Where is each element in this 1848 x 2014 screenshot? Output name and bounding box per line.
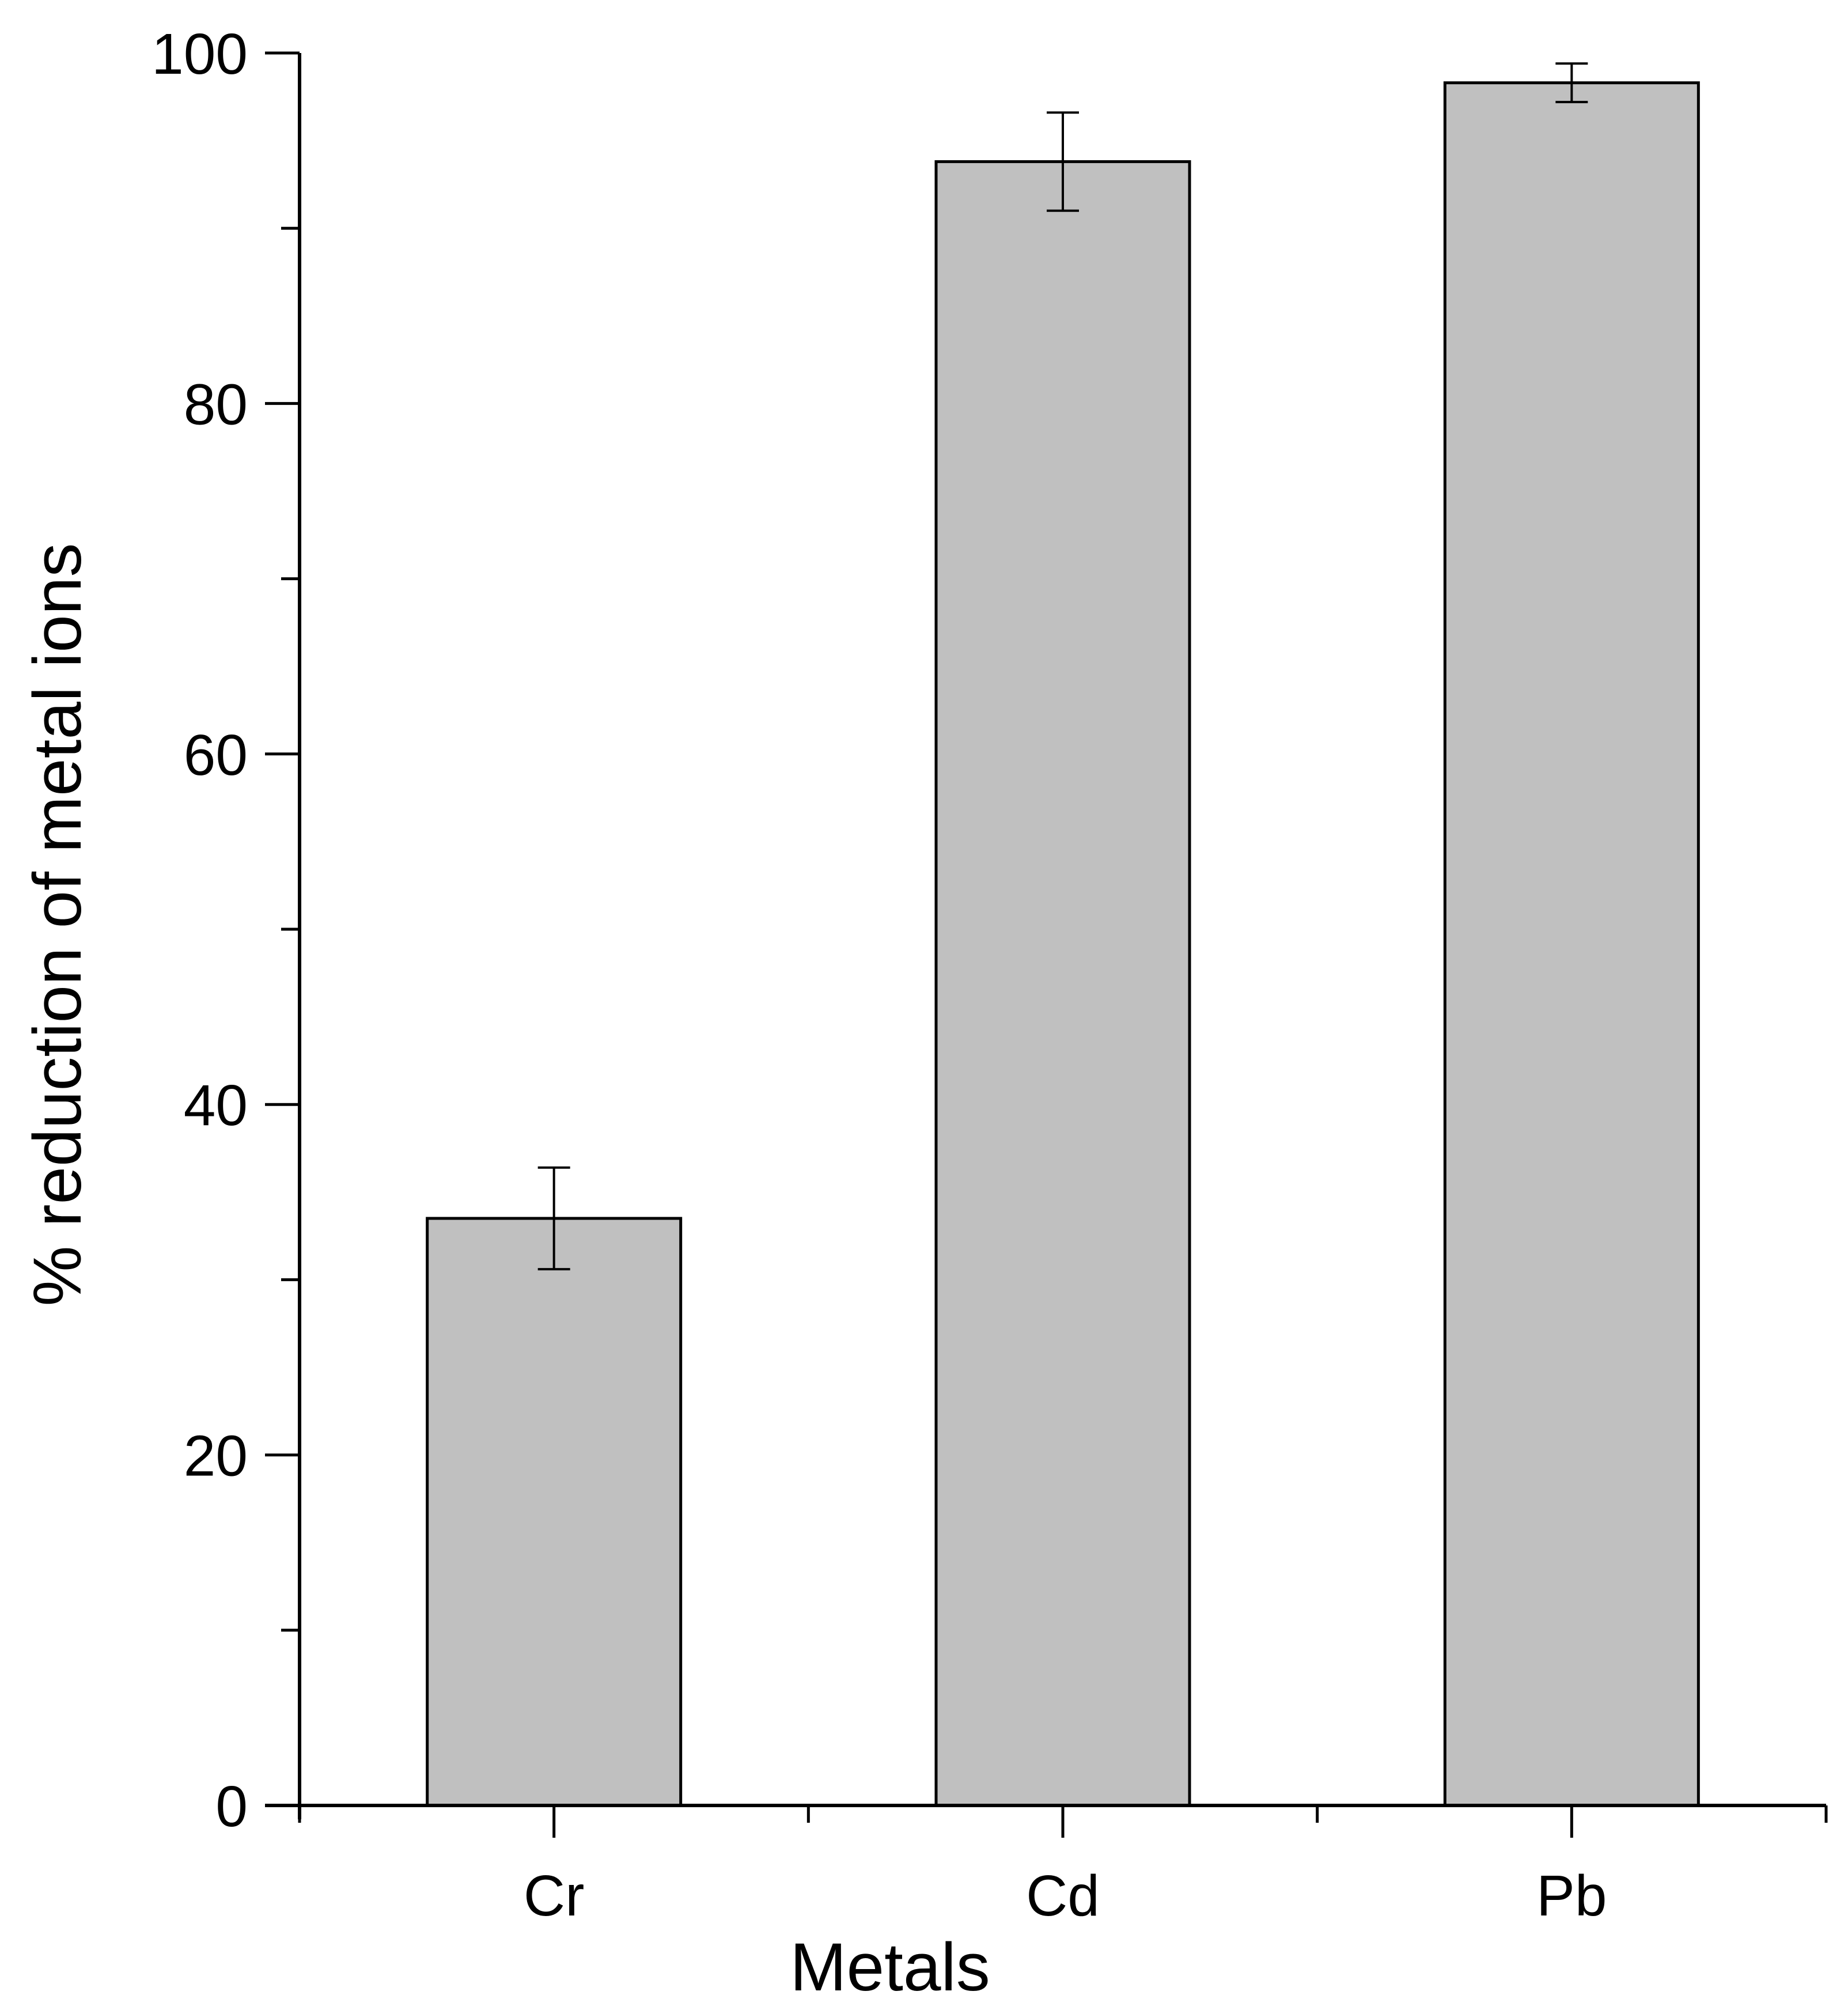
bars-layer [426, 81, 1700, 1807]
y-tick-label: 40 [184, 1073, 248, 1138]
bar-pb [1443, 81, 1700, 1807]
x-tick-label-pb: Pb [1536, 1864, 1607, 1928]
y-tick-label: 100 [152, 22, 248, 86]
axes-layer [265, 51, 1828, 1838]
y-tick-label: 80 [184, 372, 248, 437]
bar-cd [934, 160, 1191, 1807]
y-tick-label: 60 [184, 723, 248, 788]
error-bars-layer [537, 62, 1588, 1271]
x-axis-title: Metals [790, 1929, 990, 2005]
x-tick-label-cd: Cd [1026, 1864, 1100, 1928]
y-tick-label: 0 [215, 1774, 248, 1839]
y-tick-label: 20 [184, 1424, 248, 1489]
y-axis-title: % reduction of metal ions [20, 543, 96, 1307]
x-tick-label-cr: Cr [524, 1864, 585, 1928]
bar-cr [426, 1217, 683, 1807]
labels-layer: Cr Cd Pb 0 20 40 60 80 100 [152, 22, 1607, 1928]
